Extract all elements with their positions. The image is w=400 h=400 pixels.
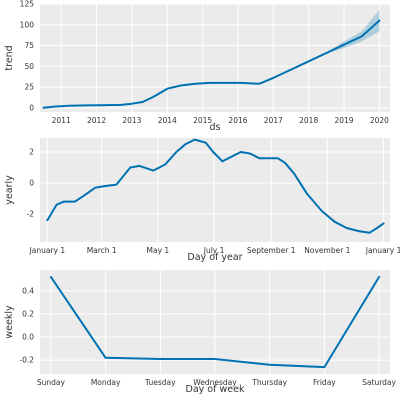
trend-x-tick-label: 2013 <box>122 116 141 125</box>
yearly-x-axis-label: Day of year <box>187 252 242 263</box>
trend-x-tick-label: 2015 <box>193 116 212 125</box>
weekly-x-tick-label: Saturday <box>362 378 396 387</box>
weekly-x-tick-label: Friday <box>313 378 336 387</box>
weekly-x-tick-label: Sunday <box>37 378 66 387</box>
yearly-x-tick-label: January 1 <box>365 246 400 255</box>
trend-x-tick-label: 2011 <box>52 116 71 125</box>
weekly-y-tick-label: 0.2 <box>22 309 34 318</box>
trend-y-tick-label: 50 <box>24 62 34 71</box>
trend-y-tick-label: 25 <box>24 83 34 92</box>
weekly-x-tick-label: Thursday <box>251 378 287 387</box>
trend-y-tick-label: 125 <box>20 0 35 9</box>
trend-x-tick-label: 2014 <box>158 116 177 125</box>
trend-y-axis-label: trend <box>4 45 15 70</box>
trend-x-axis-label: ds <box>210 122 221 133</box>
trend-series-line <box>42 19 381 109</box>
weekly-x-axis-label: Day of week <box>186 384 245 395</box>
trend-plot-area <box>40 4 390 112</box>
weekly-x-tick-label: Tuesday <box>144 378 176 387</box>
trend-x-tick-label: 2016 <box>228 116 247 125</box>
yearly-panel: January 1 March 1 May 1 July 1 September 1 No… <box>4 138 400 263</box>
weekly-x-tick-label: Wednesday <box>193 378 237 387</box>
trend-y-tick-label: 0 <box>29 103 34 112</box>
trend-x-tick-label: 2020 <box>370 116 389 125</box>
yearly-y-tick-label: 2 <box>29 147 34 156</box>
weekly-y-tick-label: 0.0 <box>22 333 34 342</box>
yearly-y-axis-label: yearly <box>4 175 15 205</box>
yearly-series-line <box>46 138 385 234</box>
yearly-x-tick-label: September 1 <box>247 246 296 255</box>
weekly-x-tick-label: Monday <box>91 378 121 387</box>
yearly-y-tick-label: 0 <box>29 179 34 188</box>
yearly-y-tick-label: -2 <box>27 210 35 219</box>
trend-panel: 2011 2012 2013 2014 2015 2016 2017 2018 2019 2020… <box>4 0 390 133</box>
weekly-y-axis-label: weekly <box>4 305 15 339</box>
trend-x-tick-label: 2017 <box>264 116 283 125</box>
yearly-x-tick-label: March 1 <box>87 246 117 255</box>
weekly-series-line <box>49 275 381 369</box>
yearly-x-tick-label: July 1 <box>203 246 225 255</box>
trend-x-tick-label: 2019 <box>334 116 353 125</box>
yearly-x-tick-label: November 1 <box>304 246 350 255</box>
trend-x-tick-label: 2012 <box>87 116 106 125</box>
yearly-x-tick-label: January 1 <box>29 246 66 255</box>
weekly-y-tick-label: -0.2 <box>19 356 34 365</box>
yearly-x-tick-label: May 1 <box>147 246 170 255</box>
trend-y-tick-label: 100 <box>20 20 35 29</box>
trend-x-tick-label: 2018 <box>299 116 318 125</box>
weekly-panel: Sunday Monday Tuesday Wednesday Thursday Frid… <box>4 270 397 395</box>
weekly-y-tick-label: 0.4 <box>22 286 34 295</box>
trend-y-tick-label: 75 <box>24 41 34 50</box>
yearly-plot-area <box>40 138 390 242</box>
